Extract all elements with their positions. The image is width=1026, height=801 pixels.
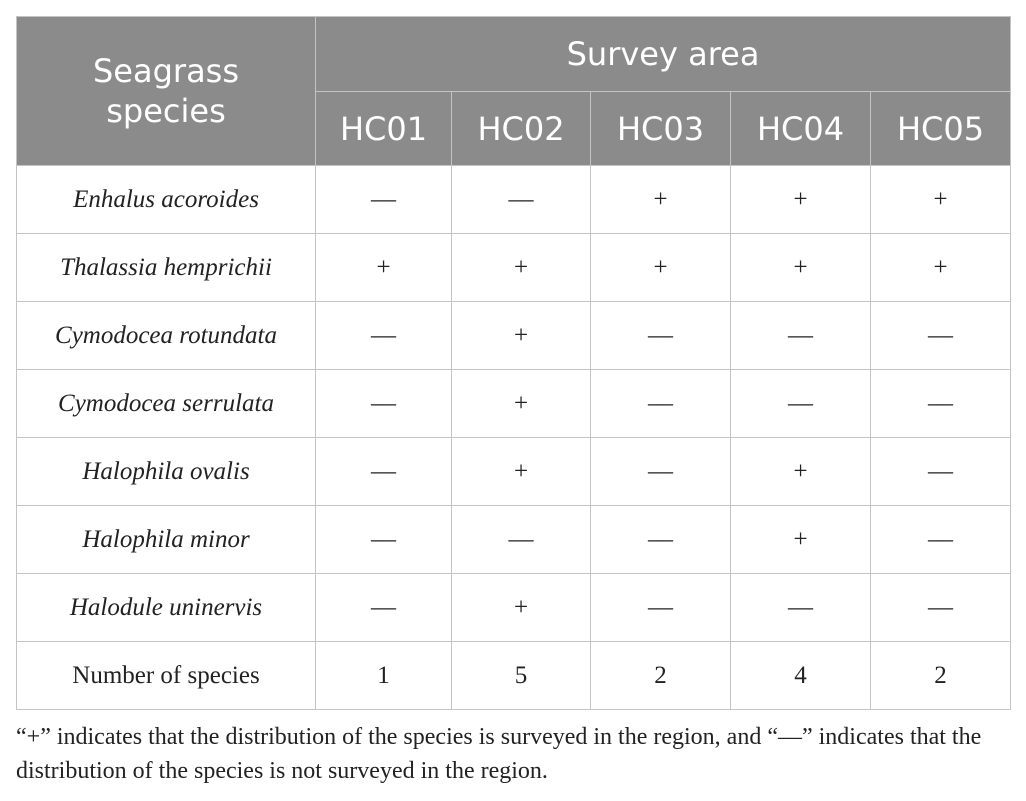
cell: + — [315, 233, 452, 302]
cell: + — [451, 369, 591, 438]
species-table: Seagrass species Survey area HC01 HC02 HC0… — [16, 16, 1012, 710]
cell: –– — [869, 301, 1012, 370]
header-row: Seagrass species Survey area — [16, 16, 1012, 166]
table-body: Enhalus acoroides –– –– + + + Thalassia hempri… — [16, 165, 1012, 710]
cell: –– — [590, 573, 731, 642]
cell: –– — [315, 369, 452, 438]
column-header: HC01 — [315, 91, 452, 166]
cell: –– — [869, 505, 1012, 574]
table-row: Thalassia hemprichii + + + + + — [16, 233, 1012, 302]
cell: 5 — [451, 641, 591, 710]
cell: 2 — [869, 641, 1012, 710]
column-header: HC05 — [869, 91, 1012, 166]
cell: 1 — [315, 641, 452, 710]
cell: + — [730, 505, 871, 574]
cell: 4 — [730, 641, 871, 710]
cell: –– — [451, 505, 591, 574]
cell: + — [730, 165, 871, 234]
group-header: Survey area — [314, 16, 1012, 92]
cell: –– — [590, 369, 731, 438]
cell: + — [590, 165, 731, 234]
cell: + — [451, 573, 591, 642]
cell: –– — [315, 573, 452, 642]
cell: + — [451, 233, 591, 302]
header-row: HC01 HC02 HC03 HC04 HC05 — [17, 91, 1012, 166]
row-label: Cymodocea serrulata — [16, 369, 316, 438]
cell: –– — [590, 505, 731, 574]
footnote: “+” indicates that the distribution of t… — [16, 724, 982, 784]
corner-header: Seagrass species — [16, 16, 316, 166]
cell: –– — [730, 301, 871, 370]
cell: –– — [590, 437, 731, 506]
table-row: Cymodocea rotundata –– + –– –– –– — [16, 301, 1012, 370]
cell: –– — [315, 437, 452, 506]
table-row: Halodule uninervis –– + –– –– –– — [16, 573, 1012, 642]
cell: –– — [730, 573, 871, 642]
row-label: Number of species — [16, 641, 316, 710]
table-row: Enhalus acoroides –– –– + + + — [16, 165, 1012, 234]
cell: –– — [315, 165, 452, 234]
cell: –– — [730, 369, 871, 438]
table-row: Cymodocea serrulata –– + –– –– –– — [16, 369, 1012, 438]
row-label: Halophila minor — [16, 505, 316, 574]
column-header: HC04 — [730, 91, 871, 166]
table-wrap: Seagrass species Survey area HC01 HC02 HC0… — [16, 16, 1012, 710]
cell: –– — [315, 301, 452, 370]
table-row: Halophila ovalis –– + –– + –– — [16, 437, 1012, 506]
column-header: HC02 — [451, 91, 591, 166]
cell: + — [730, 437, 871, 506]
cell: –– — [869, 573, 1012, 642]
cell: + — [451, 301, 591, 370]
cell: –– — [590, 301, 731, 370]
cell: –– — [451, 165, 591, 234]
table-row: Number of species 1 5 2 4 2 — [16, 641, 1012, 710]
row-label: Thalassia hemprichii — [16, 233, 316, 302]
column-header: HC03 — [590, 91, 731, 166]
table-row: Halophila minor –– –– –– + –– — [16, 505, 1012, 574]
cell: –– — [869, 437, 1012, 506]
row-label: Halodule uninervis — [16, 573, 316, 642]
cell: –– — [869, 369, 1012, 438]
cell: + — [869, 233, 1012, 302]
cell: –– — [315, 505, 452, 574]
cell: + — [590, 233, 731, 302]
row-label: Cymodocea rotundata — [16, 301, 316, 370]
cell: + — [730, 233, 871, 302]
cell: + — [869, 165, 1012, 234]
cell: 2 — [590, 641, 731, 710]
cell: + — [451, 437, 591, 506]
row-label: Enhalus acoroides — [16, 165, 316, 234]
row-label: Halophila ovalis — [16, 437, 316, 506]
